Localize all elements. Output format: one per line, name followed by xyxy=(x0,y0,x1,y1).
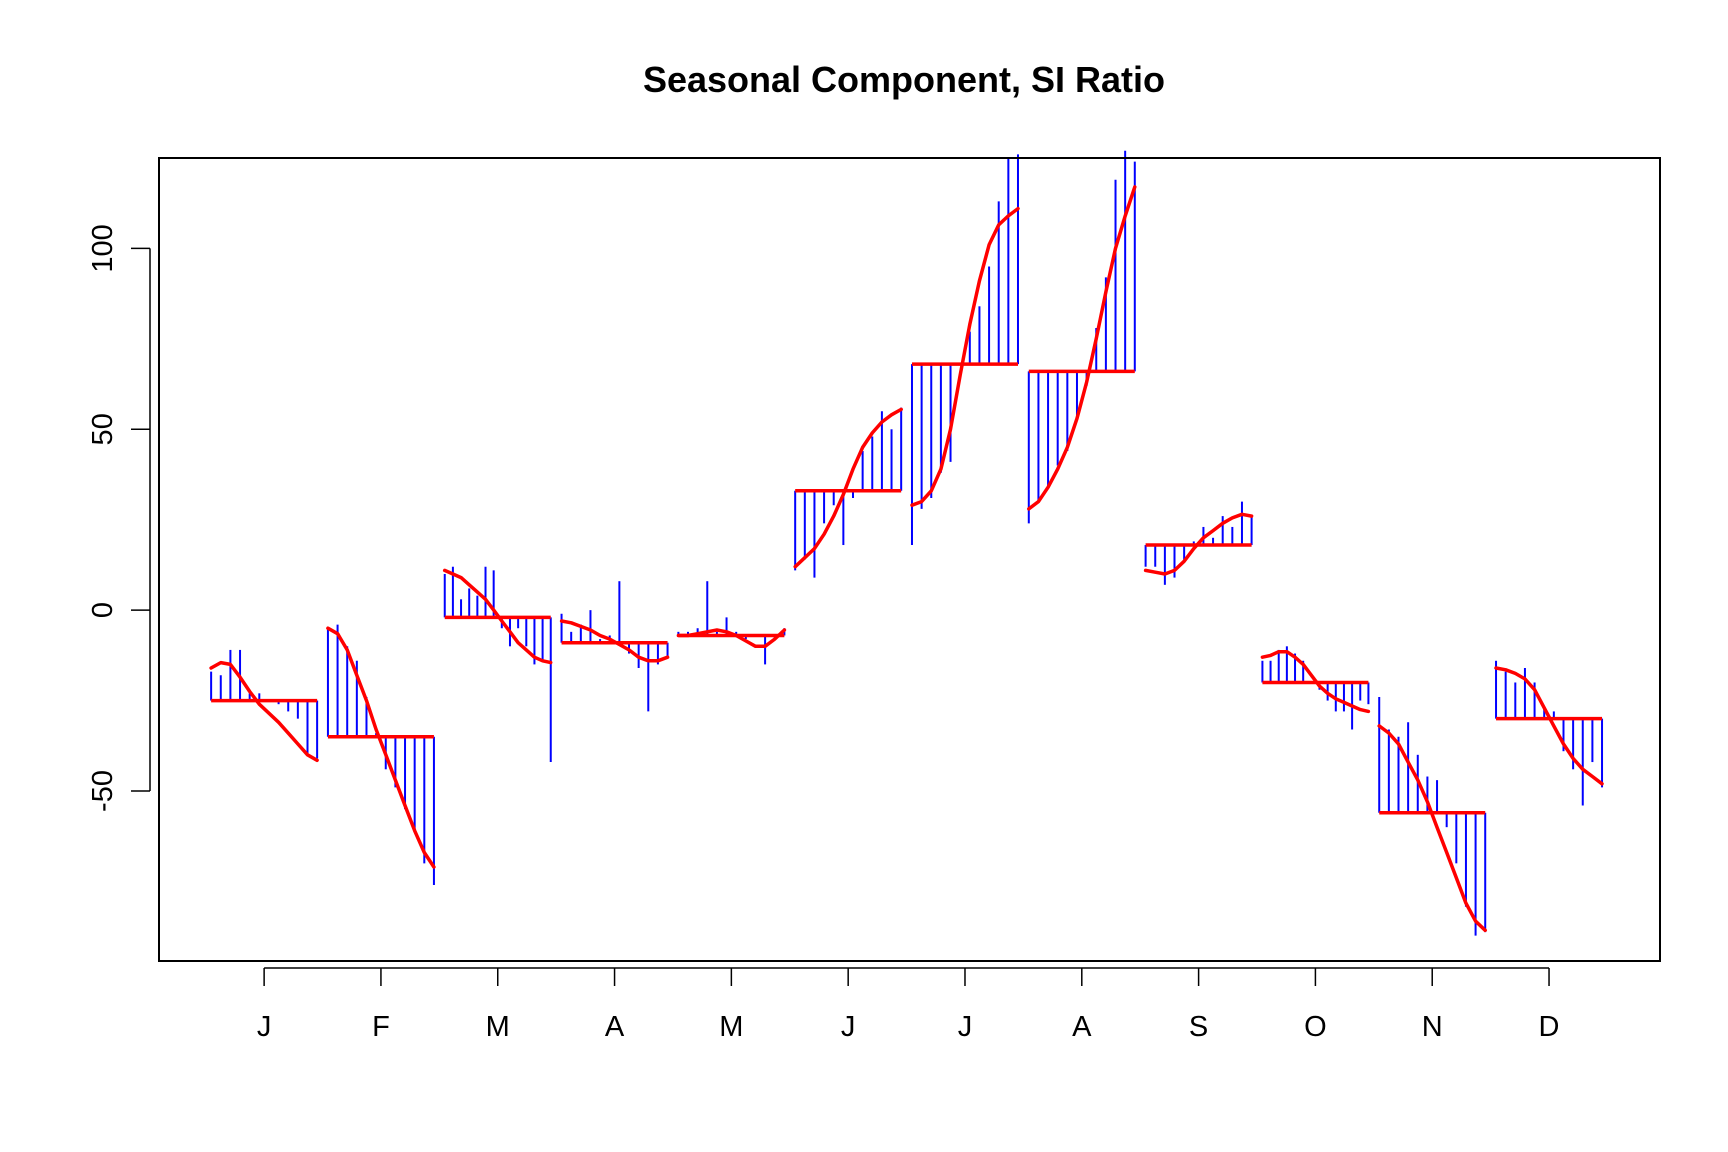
seasonal-factor-line xyxy=(1377,724,1487,933)
x-tick-label: D xyxy=(1539,1011,1560,1043)
axes: J F M A M J J A S O N D -50 0 50 100 xyxy=(87,224,1560,1043)
month-group-7 xyxy=(910,154,1020,546)
plot-area xyxy=(209,150,1604,936)
x-tick-label: J xyxy=(257,1011,272,1043)
month-group-5 xyxy=(676,581,787,665)
seasonal-factor-line xyxy=(1494,666,1604,786)
x-tick-label: A xyxy=(1072,1011,1092,1043)
x-tick-label: J xyxy=(841,1011,856,1043)
x-tick-label: M xyxy=(486,1011,510,1043)
x-tick-label: N xyxy=(1422,1011,1443,1043)
x-tick-label: A xyxy=(605,1011,625,1043)
x-tick-label: O xyxy=(1304,1011,1327,1043)
x-tick-label: M xyxy=(719,1011,743,1043)
x-tick-label: J xyxy=(958,1011,973,1043)
seasonal-factor-line xyxy=(910,206,1020,507)
seasonal-factor-line xyxy=(1143,512,1254,576)
chart-title: Seasonal Component, SI Ratio xyxy=(643,59,1165,100)
seasonal-factor-line xyxy=(1027,185,1137,511)
month-group-12 xyxy=(1494,660,1604,806)
month-group-6 xyxy=(793,407,903,578)
month-group-11 xyxy=(1377,696,1487,936)
month-group-8 xyxy=(1027,150,1137,524)
month-group-10 xyxy=(1260,646,1371,730)
y-tick-label: 100 xyxy=(87,224,119,272)
seasonal-factor-line xyxy=(793,407,903,569)
x-tick-label: F xyxy=(372,1011,390,1043)
seasonal-factor-line xyxy=(326,626,436,869)
month-group-4 xyxy=(559,581,670,712)
y-tick-label: 0 xyxy=(87,602,119,618)
seasonal-factor-line xyxy=(209,660,319,763)
seasonal-factor-line xyxy=(442,568,553,665)
plot-frame xyxy=(158,157,1661,962)
x-tick-label: S xyxy=(1189,1011,1208,1043)
seasonal-factor-line xyxy=(559,619,670,663)
month-group-3 xyxy=(442,566,553,763)
month-group-9 xyxy=(1143,501,1254,585)
seasonal-factor-line xyxy=(676,628,787,649)
seasonal-factor-line xyxy=(1260,649,1371,714)
y-tick-label: -50 xyxy=(87,770,119,812)
month-group-2 xyxy=(326,624,436,886)
month-group-1 xyxy=(209,649,319,763)
y-tick-label: 50 xyxy=(87,413,119,445)
